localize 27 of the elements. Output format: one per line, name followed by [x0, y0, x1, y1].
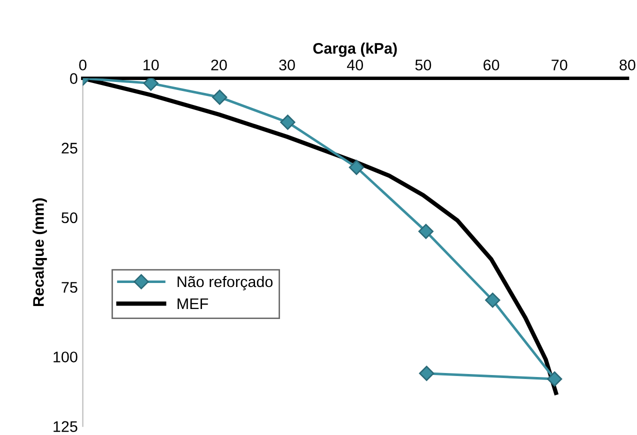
point	[143, 78, 158, 91]
y-tick-label: 25	[62, 142, 78, 154]
y-tick-label: 100	[54, 352, 78, 362]
x-tick-label: 40	[346, 60, 364, 70]
y-tick-label: 125	[54, 421, 78, 432]
legend-label: Não reforçado	[178, 276, 273, 290]
point	[418, 224, 434, 239]
point	[212, 90, 228, 105]
point	[547, 371, 562, 387]
x-tick-label: 10	[144, 60, 159, 70]
x-tick-label: 20	[211, 60, 227, 70]
x-tick-label: 50	[415, 60, 432, 70]
x-axis-title: Carga (kPa)	[313, 42, 397, 57]
x-tick-label: 0	[79, 60, 86, 70]
point	[419, 366, 434, 381]
x-tick-label: 30	[279, 60, 295, 70]
legend-label: MEF	[178, 298, 208, 309]
point	[348, 160, 364, 175]
y-tick-label: 0	[70, 73, 78, 84]
x-tick-label: 60	[484, 60, 500, 70]
x-tick-label: 70	[552, 60, 568, 70]
y-tick-label: 75	[62, 282, 78, 293]
point	[485, 292, 500, 308]
y-axis-title: Recalque (mm)	[32, 198, 47, 306]
point	[280, 114, 296, 130]
x-tick-label: 80	[620, 60, 636, 70]
y-tick-label: 50	[62, 212, 78, 224]
